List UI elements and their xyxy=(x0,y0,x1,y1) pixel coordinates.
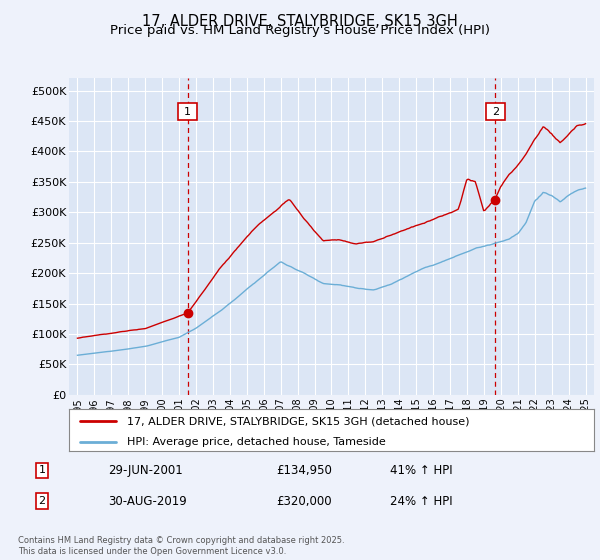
FancyBboxPatch shape xyxy=(178,103,197,120)
Text: £320,000: £320,000 xyxy=(276,494,332,508)
Text: 17, ALDER DRIVE, STALYBRIDGE, SK15 3GH (detached house): 17, ALDER DRIVE, STALYBRIDGE, SK15 3GH (… xyxy=(127,417,469,426)
Text: 17, ALDER DRIVE, STALYBRIDGE, SK15 3GH: 17, ALDER DRIVE, STALYBRIDGE, SK15 3GH xyxy=(142,14,458,29)
Text: 1: 1 xyxy=(184,106,191,116)
Text: 41% ↑ HPI: 41% ↑ HPI xyxy=(390,464,452,477)
Text: 29-JUN-2001: 29-JUN-2001 xyxy=(108,464,183,477)
Text: 1: 1 xyxy=(38,465,46,475)
Text: 24% ↑ HPI: 24% ↑ HPI xyxy=(390,494,452,508)
Text: 2: 2 xyxy=(492,106,499,116)
Text: HPI: Average price, detached house, Tameside: HPI: Average price, detached house, Tame… xyxy=(127,437,386,447)
Text: 2: 2 xyxy=(38,496,46,506)
FancyBboxPatch shape xyxy=(486,103,505,120)
Text: 30-AUG-2019: 30-AUG-2019 xyxy=(108,494,187,508)
Text: £134,950: £134,950 xyxy=(276,464,332,477)
Text: Price paid vs. HM Land Registry's House Price Index (HPI): Price paid vs. HM Land Registry's House … xyxy=(110,24,490,36)
Text: Contains HM Land Registry data © Crown copyright and database right 2025.
This d: Contains HM Land Registry data © Crown c… xyxy=(18,536,344,556)
